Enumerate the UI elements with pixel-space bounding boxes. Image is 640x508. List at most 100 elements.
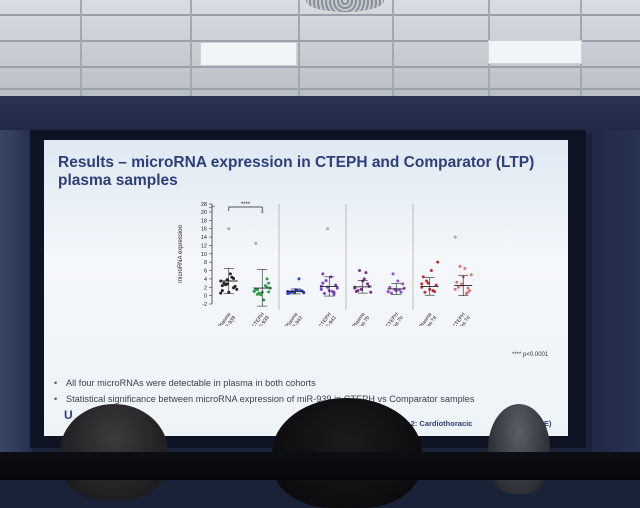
- presentation-slide: Results – microRNA expression in CTEPH a…: [44, 140, 568, 436]
- data-point: [453, 287, 457, 291]
- ceiling-beam: [0, 96, 640, 134]
- data-point: [386, 290, 390, 294]
- data-point: [426, 281, 430, 285]
- ceiling: [0, 0, 640, 98]
- scatter-dot-plot: -2 0 2 4 6 8 10 12 14 16 18 20 28 microRNA expression…: [178, 202, 473, 326]
- data-point: [423, 290, 427, 294]
- audience-shoulders: [0, 452, 640, 480]
- data-point: [297, 277, 301, 281]
- data-point: [224, 283, 228, 287]
- x-tick-label-line: miR-939: [221, 315, 237, 326]
- data-point: [389, 291, 393, 295]
- data-point: [322, 292, 326, 296]
- data-point: [399, 290, 403, 294]
- data-point: [219, 291, 223, 295]
- data-point: [334, 283, 338, 287]
- data-point: [436, 260, 440, 264]
- data-point: [255, 288, 259, 292]
- y-tick-label: 16: [201, 227, 207, 233]
- data-point: [469, 273, 473, 277]
- data-point: [265, 277, 269, 281]
- data-point: [230, 275, 234, 279]
- data-point: [232, 286, 236, 290]
- x-tick-label-line: miR-942: [288, 315, 304, 326]
- x-tick-label-line: miR-942: [322, 315, 338, 326]
- x-tick-label: Comp. PlasmamiR-939: [208, 312, 237, 326]
- y-tick-label: 6: [204, 269, 207, 275]
- y-axis-label: microRNA expression: [178, 225, 184, 283]
- significance-bracket: [228, 206, 263, 211]
- data-point: [464, 292, 468, 296]
- data-point: [425, 279, 429, 283]
- x-tick-label: CTEPHlet-7d: [452, 312, 472, 326]
- data-point: [259, 293, 263, 297]
- data-point: [456, 285, 460, 289]
- data-point: [466, 286, 470, 290]
- data-point: [463, 266, 467, 270]
- data-point: [326, 227, 330, 231]
- data-point: [252, 289, 256, 293]
- x-tick-label: CTEPHmiR-939: [250, 312, 271, 326]
- data-point: [358, 269, 362, 273]
- data-point: [421, 275, 425, 279]
- data-point: [262, 298, 266, 302]
- data-point: [267, 290, 271, 294]
- ceiling-light-left: [200, 42, 297, 66]
- y-tick-label: 14: [201, 235, 207, 241]
- data-point: [319, 287, 323, 291]
- y-tick-label: 0: [204, 294, 207, 300]
- data-point: [335, 286, 339, 290]
- wall-left: [0, 130, 32, 480]
- data-point: [267, 281, 271, 285]
- x-tick-label-line: let-7b: [392, 315, 404, 326]
- data-point: [225, 278, 229, 282]
- data-point: [286, 292, 290, 296]
- data-point: [453, 235, 457, 239]
- y-tick-label: 2: [204, 285, 207, 291]
- x-tick-label: Comp. PlasmamiR-942: [275, 312, 304, 326]
- data-point: [321, 281, 325, 285]
- y-tick-label: 4: [204, 277, 207, 283]
- y-axis-break: [208, 205, 216, 209]
- significance-note: **** p<0.0001: [512, 352, 549, 358]
- y-tick-label: 12: [201, 243, 207, 249]
- slide-title: Results – microRNA expression in CTEPH a…: [58, 154, 535, 189]
- data-point: [254, 241, 258, 245]
- data-point: [235, 287, 239, 291]
- data-point: [356, 289, 360, 293]
- ceiling-light-right: [488, 40, 582, 64]
- wall-right: [592, 130, 640, 480]
- x-tick-label: CTEPHmiR-942: [317, 312, 338, 326]
- y-tick-label: -2: [202, 302, 207, 308]
- data-point: [263, 284, 267, 288]
- x-tick-label: Comp. Plasmalet-7b: [342, 312, 371, 326]
- data-point: [366, 282, 370, 286]
- data-point: [460, 282, 464, 286]
- data-point: [420, 282, 424, 286]
- data-point: [362, 277, 366, 281]
- data-point: [369, 290, 373, 294]
- data-point: [429, 269, 433, 273]
- data-point: [295, 288, 299, 292]
- data-point: [455, 280, 459, 284]
- x-tick-label: Comp. Plasmalet-7d: [409, 312, 438, 326]
- bullet-1: All four microRNAs were detectable in pl…: [54, 378, 316, 388]
- data-point: [228, 272, 232, 276]
- data-point: [227, 227, 231, 231]
- y-tick-label: 28: [201, 202, 207, 208]
- data-point: [458, 264, 462, 268]
- y-tick-label: 18: [201, 218, 207, 224]
- footer-logo-text: U: [64, 408, 73, 422]
- footer-session-text-a: n 2: Cardiothoracic: [404, 419, 473, 428]
- data-point: [391, 272, 395, 276]
- data-point: [324, 279, 328, 283]
- x-tick-label-line: let-7d: [426, 315, 438, 326]
- data-point: [364, 271, 368, 275]
- x-tick-label-line: miR-939: [255, 315, 271, 326]
- data-point: [220, 289, 224, 293]
- data-point: [302, 291, 306, 295]
- y-tick-label: 10: [201, 252, 207, 258]
- data-point: [220, 284, 224, 288]
- y-tick-label: 8: [204, 260, 207, 266]
- ceiling-vent: [306, 0, 384, 12]
